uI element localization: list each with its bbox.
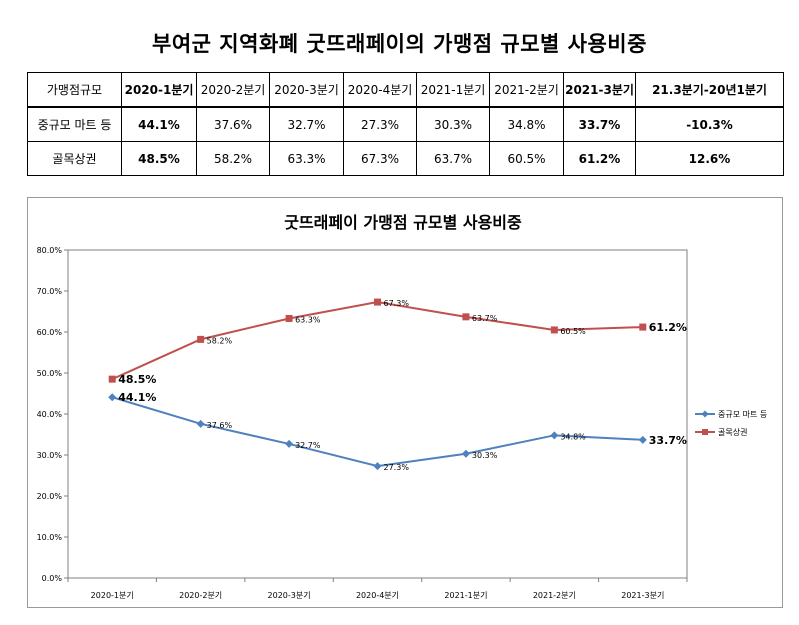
y-tick-label: 40.0%: [37, 410, 63, 419]
table-header-cell: 21.3분기-20년1분기: [635, 72, 784, 108]
data-point: [373, 462, 382, 471]
data-point: [550, 326, 558, 334]
x-tick-label: 2021-2분기: [533, 591, 576, 600]
table-cell: 34.8%: [489, 106, 564, 142]
legend-marker: [701, 410, 709, 418]
x-tick-label: 2020-1분기: [91, 591, 134, 600]
table-cell: 12.6%: [635, 141, 784, 176]
chart-canvas: 굿뜨래페이 가맹점 규모별 사용비중 0.0% 10.0% 20.0% 30.0% 40.…: [37, 213, 768, 600]
data-label: 30.3%: [472, 451, 498, 460]
table-cell: 60.5%: [489, 141, 564, 176]
table-header-cell: 2021-2분기: [489, 72, 564, 108]
data-label: 44.1%: [118, 391, 156, 404]
x-tick-label: 2020-3분기: [268, 591, 311, 600]
x-tick-label: 2020-4분기: [356, 591, 399, 600]
page-title: 부여군 지역화폐 굿뜨래페이의 가맹점 규모별 사용비중: [152, 32, 647, 56]
table-cell: 63.7%: [416, 141, 490, 176]
table-cell: 61.2%: [563, 141, 636, 176]
chart-title: 굿뜨래페이 가맹점 규모별 사용비중: [284, 213, 522, 232]
y-tick-label: 0.0%: [42, 574, 63, 583]
y-tick-label: 50.0%: [37, 369, 63, 378]
table-header-cell: 2021-3분기: [563, 72, 636, 108]
table-cell: 58.2%: [196, 141, 270, 176]
table-header-cell: 가맹점규모: [27, 72, 122, 108]
table-cell: 63.3%: [269, 141, 344, 176]
data-point: [639, 323, 647, 331]
legend-label: 골목상권: [718, 427, 747, 437]
data-label: 32.7%: [295, 441, 321, 450]
x-tick-label: 2020-2분기: [179, 591, 222, 600]
table-header-cell: 2021-1분기: [416, 72, 490, 108]
data-point: [197, 335, 205, 343]
data-label: 67.3%: [384, 299, 410, 308]
line-chart: 굿뜨래페이 가맹점 규모별 사용비중 0.0% 10.0% 20.0% 30.0% 40.…: [27, 197, 783, 608]
table-cell: 44.1%: [121, 106, 197, 142]
table-cell: 32.7%: [269, 106, 344, 142]
series-line: [111, 301, 643, 381]
y-tick-label: 80.0%: [37, 246, 63, 255]
y-tick-label: 60.0%: [37, 328, 63, 337]
table-cell: 37.6%: [196, 106, 270, 142]
table-row: 중규모 마트 등 44.1% 37.6% 32.7% 27.3% 30.3% 3…: [27, 106, 784, 142]
data-label: 61.2%: [649, 321, 687, 334]
legend-label: 중규모 마트 등: [718, 410, 767, 419]
table-cell: 33.7%: [563, 106, 636, 142]
data-point: [108, 393, 117, 402]
table-header-cell: 2020-4분기: [343, 72, 417, 108]
table-header-cell: 2020-1분기: [121, 72, 197, 108]
table-cell: 48.5%: [121, 141, 197, 176]
data-point: [285, 439, 294, 448]
data-point: [108, 375, 116, 383]
table-header-row: 가맹점규모 2020-1분기 2020-2분기 2020-3분기 2020-4분…: [27, 72, 784, 108]
data-point: [550, 431, 559, 440]
data-label: 58.2%: [207, 336, 233, 345]
data-label: 33.7%: [649, 434, 687, 447]
y-tick-label: 10.0%: [37, 533, 63, 542]
data-point: [462, 313, 470, 321]
data-point: [638, 435, 647, 444]
x-tick-label: 2021-3분기: [621, 591, 664, 600]
data-point: [374, 298, 381, 306]
table-cell: -10.3%: [635, 106, 784, 142]
data-label: 48.5%: [118, 373, 156, 386]
data-label: 63.3%: [295, 315, 321, 324]
y-tick-label: 30.0%: [37, 451, 63, 460]
table-row-label: 중규모 마트 등: [27, 106, 122, 142]
data-label: 34.8%: [560, 432, 586, 441]
data-point: [285, 314, 293, 322]
data-label: 27.3%: [384, 463, 410, 472]
x-tick-label: 2021-1분기: [444, 591, 487, 600]
table-row: 골목상권 48.5% 58.2% 63.3% 67.3% 63.7% 60.5%…: [27, 141, 784, 176]
table-row-label: 골목상권: [27, 141, 122, 176]
table-cell: 27.3%: [343, 106, 417, 142]
y-tick-label: 70.0%: [37, 287, 63, 296]
table-header-cell: 2020-3분기: [269, 72, 344, 108]
table-cell: 30.3%: [416, 106, 490, 142]
data-point: [196, 419, 205, 428]
table-cell: 67.3%: [343, 141, 417, 176]
data-point: [461, 449, 470, 458]
legend-marker: [702, 429, 708, 435]
data-label: 60.5%: [560, 327, 586, 336]
table-header-cell: 2020-2분기: [196, 72, 270, 108]
data-label: 37.6%: [207, 421, 233, 430]
data-label: 63.7%: [472, 314, 498, 323]
y-tick-label: 20.0%: [37, 492, 63, 501]
summary-table: 가맹점규모 2020-1분기 2020-2분기 2020-3분기 2020-4분…: [27, 72, 784, 176]
